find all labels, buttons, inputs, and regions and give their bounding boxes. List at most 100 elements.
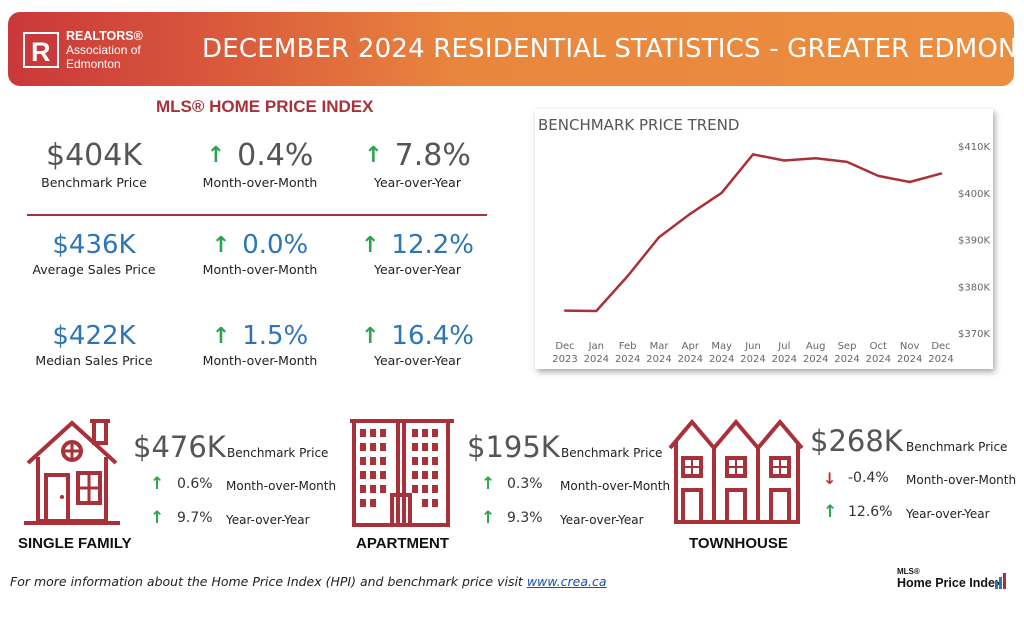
single-family-mom-label: Month-over-Month [226,479,337,493]
median-mom-value: 1.5% [242,321,309,351]
apartment-label: APARTMENT [356,535,450,552]
townhouse-label: TOWNHOUSE [689,535,788,552]
x-tick-label: Mar 2024 [646,341,671,365]
benchmark-price-label: Benchmark Price [41,175,147,190]
median-price-label: Median Sales Price [35,353,153,368]
series-point [595,309,598,313]
mls-logo-name: Home Price Index [897,576,1002,590]
series-point [814,156,817,160]
benchmark-mom-metric: ↑ 0.4% Month-over-Month [190,138,330,190]
series-point [720,191,723,194]
series-point [626,274,629,278]
hpi-heading: MLS® HOME PRICE INDEX [156,97,374,116]
single-family-mom-value: 0.6% [177,476,213,492]
townhouse-price-label: Benchmark Price [906,440,1008,454]
up-arrow-icon: ↑ [481,508,496,528]
series-point [783,159,786,162]
median-price-metric: $422K Median Sales Price [30,321,158,368]
median-yoy-metric: ↑ 16.4% Year-over-Year [355,321,480,368]
org-name: REALTORS® Association of Edmonton [66,29,143,71]
townhouse-yoy-value: 12.6% [848,504,893,520]
series-point [657,235,661,239]
chart-title: BENCHMARK PRICE TREND [538,116,740,134]
mls-bars-icon [995,573,1006,589]
median-price-value: $422K [52,321,136,351]
mls-logo-sup: MLS® [897,567,920,576]
townhouse-price: $268K [810,424,903,458]
x-tick-label: Dec 2024 [928,341,953,365]
x-tick-label: Jan 2024 [584,341,609,365]
org-line-1: REALTORS® [66,29,143,43]
crea-link[interactable]: www.crea.ca [526,574,607,589]
average-price-metric: $436K Average Sales Price [30,230,158,277]
apartment-yoy-value: 9.3% [507,510,543,526]
townhouse-mom-value: -0.4% [848,470,889,486]
org-line-2: Association of [66,43,141,57]
series-point [908,180,911,184]
y-tick-label: $380K [958,282,990,293]
apartment-price-label: Benchmark Price [561,446,663,460]
up-arrow-icon: ↑ [211,232,231,258]
x-tick-label: Jul 2024 [772,341,797,365]
footer-note: For more information about the Home Pric… [10,574,607,589]
logo-letter: R [31,37,51,67]
single-family-price: $476K [133,430,226,464]
org-line-3: Edmonton [66,57,121,71]
benchmark-price-series-line [564,153,942,313]
benchmark-mom-label: Month-over-Month [202,175,318,190]
series-point [563,309,567,312]
realtors-logo-icon: R [23,32,59,68]
benchmark-yoy-value: 7.8% [394,138,471,173]
x-tick-label: Dec 2023 [552,341,577,365]
average-price-label: Average Sales Price [32,262,156,277]
up-arrow-icon: ↑ [360,232,380,258]
townhouse-mom-label: Month-over-Month [906,473,1017,487]
series-point [877,174,880,178]
single-family-yoy-label: Year-over-Year [226,513,310,527]
up-arrow-icon: ↑ [206,143,226,168]
apartment-mom-value: 0.3% [507,476,543,492]
average-yoy-label: Year-over-Year [374,262,461,277]
series-point [845,160,849,164]
up-arrow-icon: ↑ [364,143,383,168]
benchmark-yoy-label: Year-over-Year [374,175,461,190]
average-price-value: $436K [52,230,136,260]
townhouse-icon [668,418,804,524]
median-yoy-value: 16.4% [391,321,475,351]
series-point [689,212,692,215]
up-arrow-icon: ↑ [211,323,231,349]
median-mom-label: Month-over-Month [202,353,318,368]
average-mom-label: Month-over-Month [202,262,318,277]
average-mom-metric: ↑ 0.0% Month-over-Month [190,230,330,277]
average-yoy-value: 12.2% [391,230,475,260]
x-tick-label: Nov 2024 [897,341,922,365]
apartment-building-icon [350,419,454,527]
benchmark-price-metric: $404K Benchmark Price [30,138,158,190]
hpi-divider [27,214,487,216]
townhouse-yoy-label: Year-over-Year [906,507,990,521]
x-tick-label: Jun 2024 [740,341,765,365]
y-tick-label: $390K [958,236,990,247]
median-yoy-label: Year-over-Year [374,353,461,368]
single-family-house-icon [24,419,120,525]
up-arrow-icon: ↑ [150,508,165,528]
single-family-price-label: Benchmark Price [227,446,329,460]
up-arrow-icon: ↑ [150,474,165,494]
up-arrow-icon: ↑ [360,323,380,349]
benchmark-trend-chart: BENCHMARK PRICE TREND $370K $380K $390K $40… [535,109,993,369]
single-family-label: SINGLE FAMILY [18,535,132,552]
series-point [751,153,755,156]
average-yoy-metric: ↑ 12.2% Year-over-Year [355,230,480,277]
y-tick-label: $400K [958,189,990,200]
x-tick-label: Apr 2024 [678,341,703,365]
series-point [939,172,943,175]
benchmark-price-value: $404K [45,138,143,173]
mls-hpi-logo: MLS® Home Price Index [897,567,1006,590]
average-mom-value: 0.0% [242,230,309,260]
x-tick-label: Feb 2024 [615,341,640,365]
up-arrow-icon: ↑ [823,502,838,522]
page-title: DECEMBER 2024 RESIDENTIAL STATISTICS - G… [202,34,1014,64]
up-arrow-icon: ↑ [481,474,496,494]
x-tick-label: Oct 2024 [866,341,891,365]
apartment-price: $195K [467,430,560,464]
